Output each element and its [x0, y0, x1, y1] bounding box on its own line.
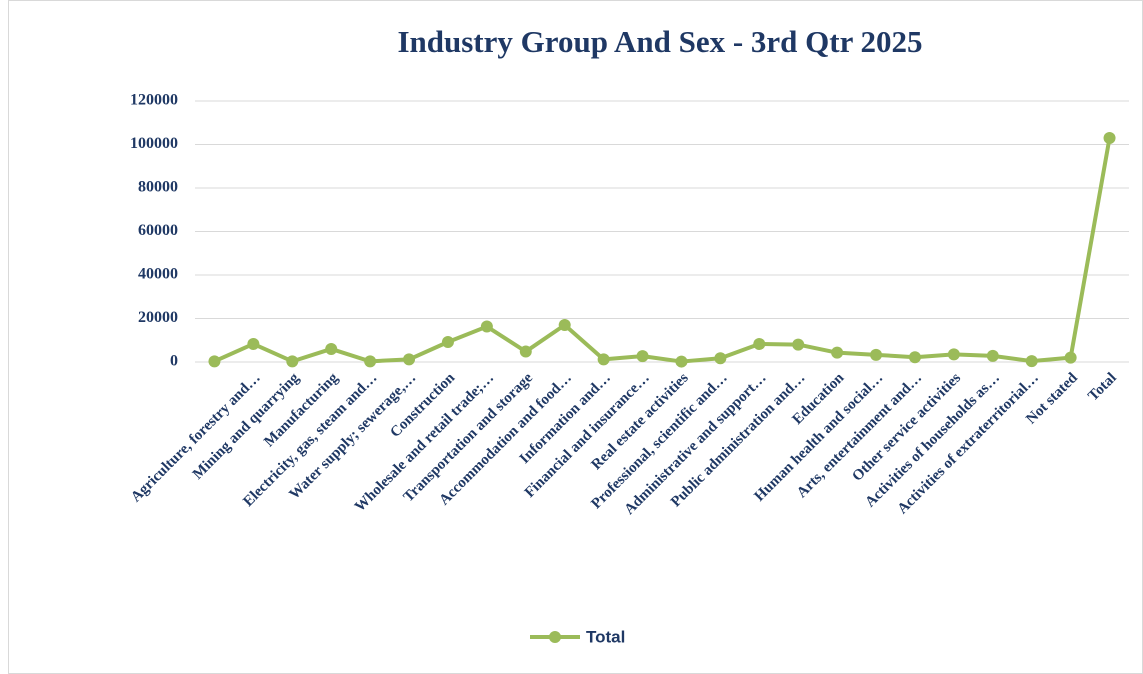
data-point	[364, 355, 377, 368]
legend-marker	[549, 631, 561, 643]
data-point	[986, 349, 999, 362]
data-point	[947, 348, 960, 361]
data-point	[247, 337, 260, 350]
data-point	[519, 345, 532, 358]
data-point	[403, 353, 416, 366]
y-tick-label: 40000	[138, 266, 178, 283]
data-point	[714, 352, 727, 365]
y-tick-label: 0	[170, 353, 178, 370]
data-point	[636, 350, 649, 363]
y-tick-label: 20000	[138, 309, 178, 326]
data-point	[753, 337, 766, 350]
data-point	[208, 355, 221, 368]
data-point	[792, 338, 805, 351]
data-point	[1103, 131, 1116, 144]
y-tick-label: 120000	[130, 92, 178, 109]
data-point	[870, 348, 883, 361]
y-tick-label: 100000	[130, 135, 178, 152]
data-point	[908, 351, 921, 364]
data-line	[213, 137, 1112, 364]
data-point	[597, 353, 610, 366]
data-point	[558, 319, 571, 332]
y-tick-label: 60000	[138, 222, 178, 239]
data-point	[675, 355, 688, 368]
data-point	[480, 320, 493, 333]
data-point	[1025, 355, 1038, 368]
chart-title: Industry Group And Sex - 3rd Qtr 2025	[397, 24, 922, 59]
data-point	[1064, 351, 1077, 364]
data-point	[325, 342, 338, 355]
data-point	[441, 335, 454, 348]
legend-label: Total	[586, 627, 625, 646]
data-point	[286, 355, 299, 368]
y-tick-label: 80000	[138, 179, 178, 196]
data-point	[831, 346, 844, 359]
